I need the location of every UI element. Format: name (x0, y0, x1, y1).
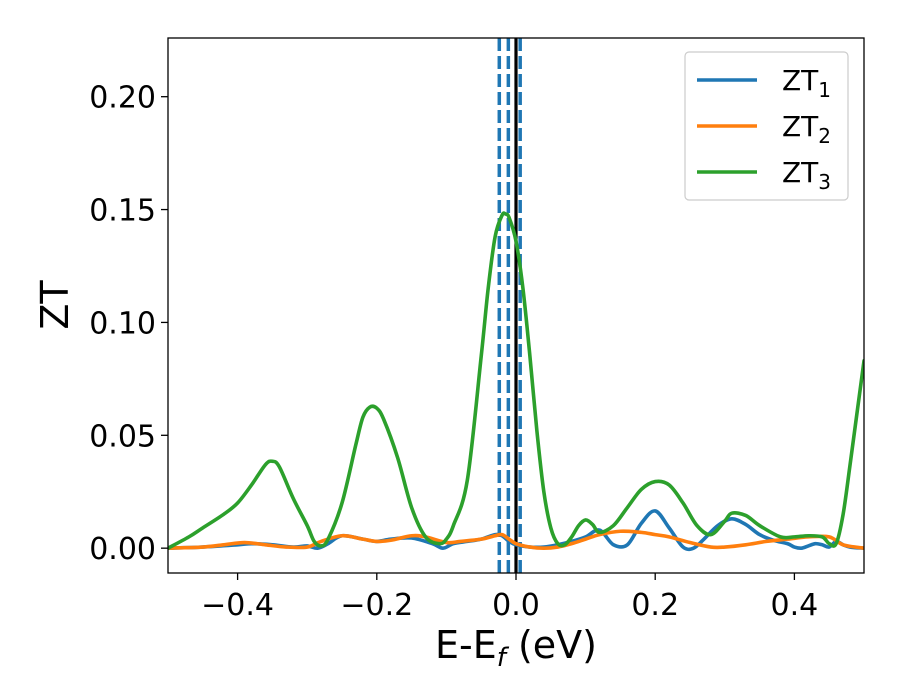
series-line-zt3 (168, 211, 864, 550)
x-axis-ticks: −0.4 −0.2 0.0 0.2 0.4 (201, 573, 818, 623)
series-layer (168, 211, 864, 552)
y-tick-label: 0.20 (89, 81, 156, 116)
legend-box (684, 51, 849, 201)
legend: ZT1 ZT2 ZT3 (684, 51, 849, 201)
reference-lines (497, 38, 522, 573)
x-tick-label: −0.4 (201, 588, 274, 623)
y-axis-label: ZT (33, 280, 77, 330)
legend-label-3: ZT3 (782, 156, 831, 194)
x-tick-label: −0.2 (340, 588, 413, 623)
legend-label-1: ZT1 (782, 64, 831, 102)
y-tick-label: 0.05 (89, 419, 156, 454)
y-tick-label: 0.10 (89, 306, 156, 341)
y-axis-ticks: 0.00 0.05 0.10 0.15 0.20 (89, 81, 168, 567)
x-axis-label: E-Ef (eV) (435, 623, 597, 673)
x-tick-label: 0.0 (492, 588, 540, 623)
x-tick-label: 0.4 (771, 588, 819, 623)
x-axis-label-unit: (eV) (506, 623, 597, 667)
y-tick-label: 0.00 (89, 532, 156, 567)
legend-label-2: ZT2 (782, 110, 831, 148)
x-axis-label-main: E-E (435, 623, 497, 667)
y-tick-label: 0.15 (89, 194, 156, 229)
x-tick-label: 0.2 (631, 588, 679, 623)
